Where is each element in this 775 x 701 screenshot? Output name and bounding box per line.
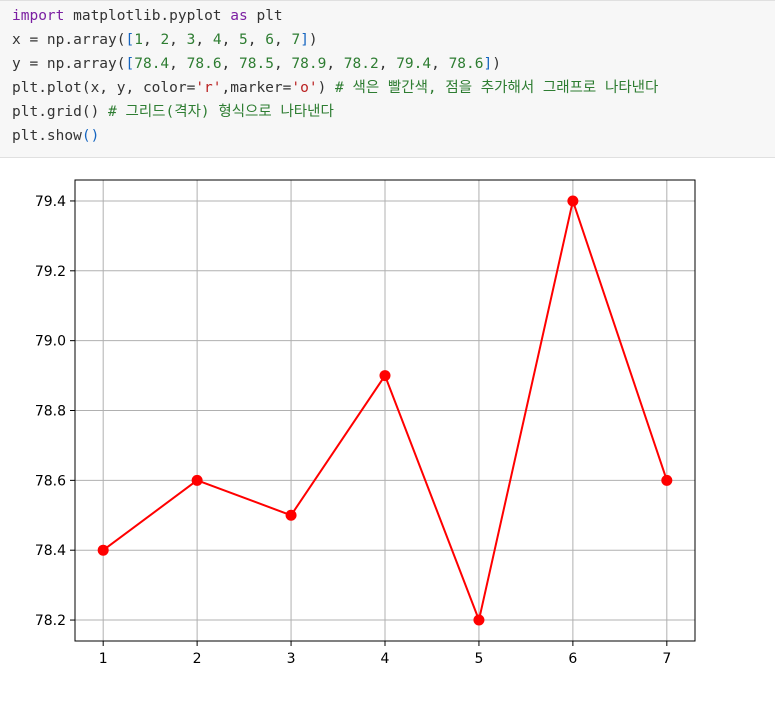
output-area: 1 2 3 4 5 6 7 78.2 78.4 78.6 78.8 79.0 79.2 79.4 bbox=[0, 158, 775, 697]
code-token: x = np.array( bbox=[12, 32, 126, 48]
data-point bbox=[191, 474, 203, 486]
tick-marks bbox=[70, 200, 668, 646]
code-token: ] bbox=[300, 32, 309, 48]
code-token: , bbox=[142, 32, 161, 48]
series bbox=[97, 195, 673, 626]
code-token: 7 bbox=[291, 32, 301, 48]
code-line: plt.show() bbox=[12, 124, 99, 148]
code-line: y = np.array([78.4, 78.6, 78.5, 78.9, 78… bbox=[12, 52, 501, 76]
code-line: x = np.array([1, 2, 3, 4, 5, 6, 7]) bbox=[12, 28, 318, 52]
code-token: 78.6 bbox=[186, 56, 222, 72]
y-tick-label: 78.4 bbox=[35, 543, 66, 559]
code-token: 'r' bbox=[195, 80, 222, 96]
x-tick-label: 7 bbox=[662, 651, 671, 667]
code-token: , bbox=[195, 32, 213, 48]
code-token: ,marker= bbox=[221, 80, 292, 96]
code-token: ) bbox=[317, 80, 336, 96]
code-token: , bbox=[431, 56, 449, 72]
code-token: matplotlib.pyplot bbox=[64, 8, 231, 24]
code-token: [ bbox=[125, 32, 135, 48]
code-token: y = np.array( bbox=[12, 56, 126, 72]
code-token: 3 bbox=[186, 32, 196, 48]
code-token: , bbox=[378, 56, 397, 72]
data-point bbox=[661, 474, 673, 486]
code-token: 6 bbox=[265, 32, 274, 48]
code-token: ] bbox=[483, 56, 493, 72]
data-point bbox=[473, 614, 485, 626]
code-token: 78.9 bbox=[291, 56, 327, 72]
code-line: plt.plot(x, y, color='r',marker='o') # 색… bbox=[12, 76, 658, 100]
code-token: plt.show bbox=[12, 128, 82, 144]
code-token: , bbox=[221, 32, 240, 48]
code-token: , bbox=[273, 32, 292, 48]
data-point bbox=[285, 509, 297, 521]
x-tick-label: 3 bbox=[287, 651, 296, 667]
code-cell[interactable]: import matplotlib.pyplot as plt x = np.ar… bbox=[0, 0, 775, 158]
y-tick-label: 78.6 bbox=[35, 473, 66, 489]
x-tick-label: 5 bbox=[474, 651, 483, 667]
line-chart: 1 2 3 4 5 6 7 78.2 78.4 78.6 78.8 79.0 79.2 79.4 bbox=[35, 179, 696, 667]
code-token: , bbox=[169, 56, 187, 72]
code-token: 79.4 bbox=[396, 56, 432, 72]
code-token: 78.2 bbox=[343, 56, 379, 72]
code-token: plt.grid() bbox=[12, 104, 109, 120]
code-token: 1 bbox=[134, 32, 143, 48]
y-tick-label: 79.2 bbox=[35, 264, 66, 280]
code-token: 4 bbox=[212, 32, 222, 48]
y-tick-label: 79.0 bbox=[35, 334, 66, 350]
code-token: () bbox=[81, 128, 100, 144]
code-token: ) bbox=[308, 32, 318, 48]
code-token: , bbox=[273, 56, 292, 72]
code-token: 'o' bbox=[291, 80, 318, 96]
code-token: 78.6 bbox=[448, 56, 484, 72]
code-token: , bbox=[247, 32, 266, 48]
code-token: , bbox=[326, 56, 344, 72]
code-token: import bbox=[12, 8, 65, 24]
y-tick-label: 78.2 bbox=[35, 613, 66, 629]
data-point bbox=[379, 370, 391, 382]
x-tick-label: 4 bbox=[381, 651, 390, 667]
x-tick-label: 1 bbox=[99, 651, 108, 667]
y-tick-label: 79.4 bbox=[35, 194, 66, 210]
code-token: 78.4 bbox=[134, 56, 170, 72]
data-point bbox=[567, 195, 579, 207]
code-token: 5 bbox=[239, 32, 248, 48]
tick-labels: 1 2 3 4 5 6 7 78.2 78.4 78.6 78.8 79.0 79.2 79.4 bbox=[35, 194, 671, 667]
code-token: ) bbox=[492, 56, 501, 72]
code-token: [ bbox=[125, 56, 135, 72]
code-token: , bbox=[169, 32, 187, 48]
grid-lines bbox=[75, 180, 695, 641]
code-line: import matplotlib.pyplot as plt bbox=[12, 4, 283, 28]
code-line: plt.grid() # 그리드(격자) 형식으로 나타낸다 bbox=[12, 100, 334, 124]
code-token: as bbox=[230, 8, 248, 24]
code-token: plt.plot(x, y, color= bbox=[12, 80, 196, 96]
x-tick-label: 6 bbox=[568, 651, 577, 667]
code-token: 2 bbox=[160, 32, 170, 48]
code-token: # 그리드(격자) 형식으로 나타낸다 bbox=[108, 104, 334, 120]
code-token: # 색은 빨간색, 점을 추가해서 그래프로 나타낸다 bbox=[335, 80, 659, 96]
x-tick-label: 2 bbox=[193, 651, 202, 667]
code-token: , bbox=[221, 56, 240, 72]
code-token: 78.5 bbox=[239, 56, 274, 72]
data-point bbox=[97, 544, 109, 556]
code-token: plt bbox=[247, 8, 283, 24]
y-tick-label: 78.8 bbox=[35, 404, 66, 420]
